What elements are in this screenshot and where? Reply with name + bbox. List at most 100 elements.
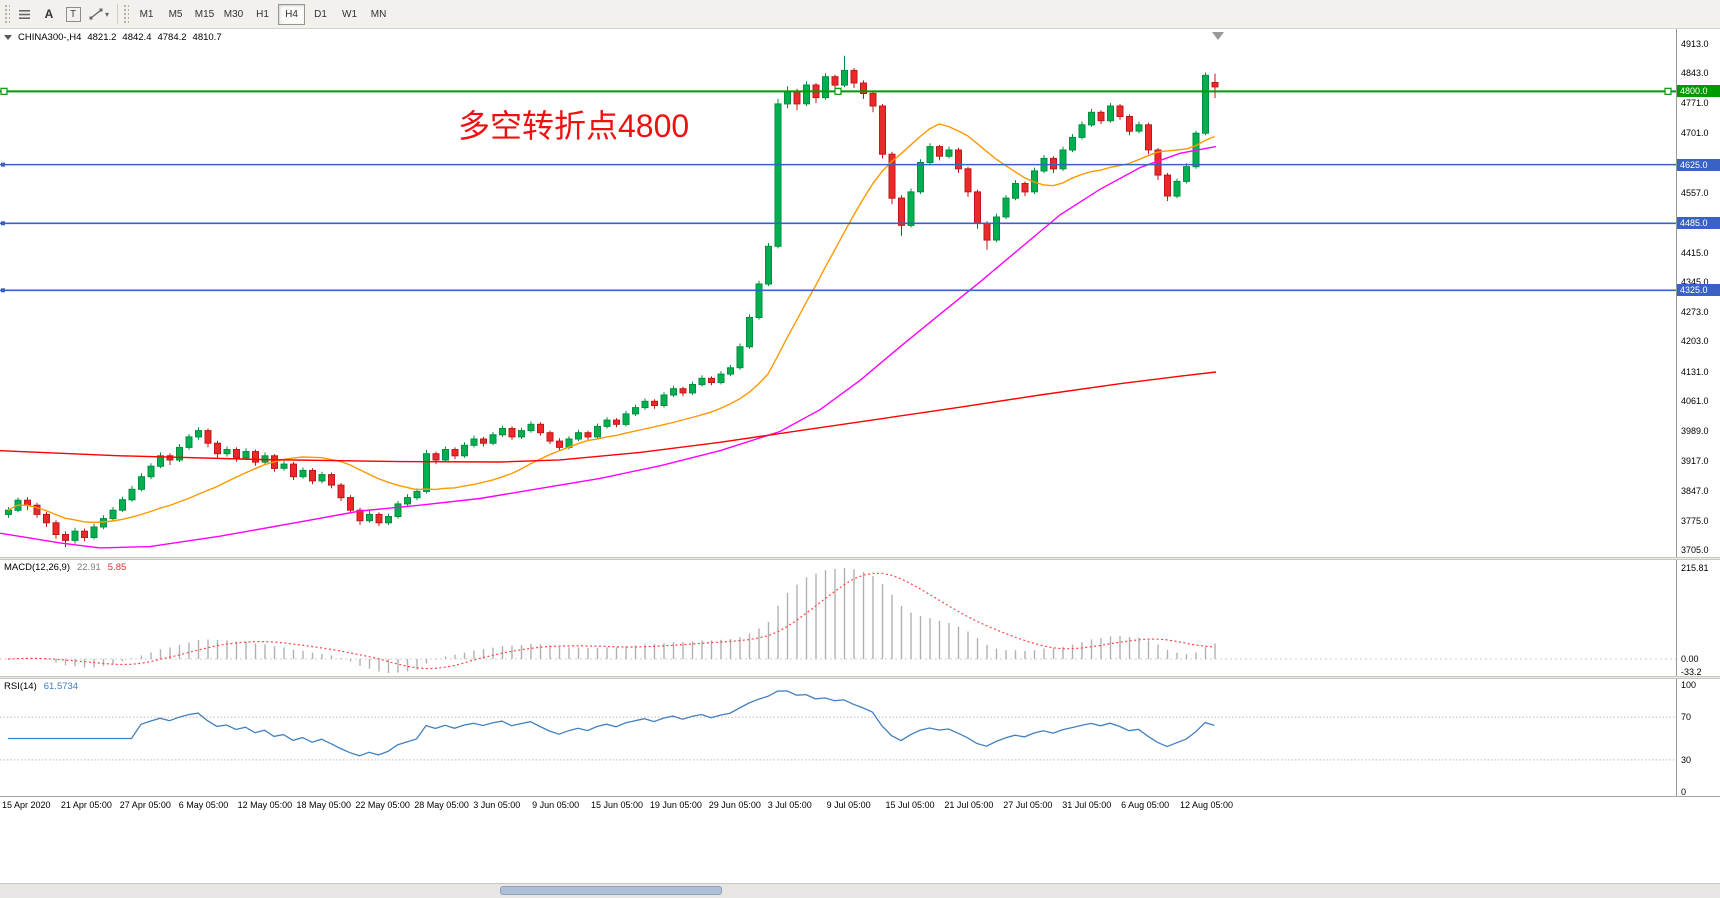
time-axis-label: 22 May 05:00 [355, 800, 410, 810]
price-tick-label: 3847.0 [1681, 485, 1709, 496]
toolbar-separator [117, 4, 119, 24]
macd-tick-label: 0.00 [1681, 654, 1699, 664]
time-axis-label: 6 May 05:00 [178, 800, 229, 810]
rsi-panel: RSI(14) 61.5734 100 70 30 0 [0, 679, 1720, 797]
time-axis-label: 9 Jun 05:00 [532, 800, 580, 810]
line-studies-button[interactable]: ▾ [85, 3, 113, 25]
scrollbar-thumb[interactable] [500, 886, 722, 895]
time-axis-label: 19 Jun 05:00 [649, 800, 702, 810]
toolbar-grip[interactable] [123, 4, 130, 24]
annotation-text[interactable]: 多空转折点4800 [458, 108, 689, 144]
time-axis-label: 31 Jul 05:00 [1062, 800, 1112, 810]
price-line-label: 4485.0 [1677, 217, 1720, 230]
time-axis[interactable]: 15 Apr 2020 21 Apr 05:00 27 Apr 05:00 6 May… [0, 797, 1720, 813]
line-studies-icon [89, 8, 103, 20]
ma-slow-ma [0, 371, 1217, 463]
rsi-tick-label: 100 [1681, 680, 1697, 690]
rsi-chart[interactable] [0, 679, 1676, 797]
macd-chart[interactable] [0, 560, 1676, 676]
label-tool-button[interactable]: T [61, 3, 85, 25]
timeframe-m15-button[interactable]: M15 [191, 4, 218, 25]
price-tick-label: 4913.0 [1681, 39, 1709, 49]
rsi-tick-label: 0 [1681, 787, 1687, 797]
time-axis-label: 28 May 05:00 [414, 800, 469, 810]
time-axis-label: 18 May 05:00 [296, 800, 352, 810]
time-axis-label: 6 Aug 05:00 [1121, 800, 1170, 810]
price-scale[interactable]: 4913.0 4843.0 4771.0 4701.0 4557.0 4415.0 4345… [1676, 29, 1720, 557]
chart-list-icon [18, 9, 30, 19]
price-tick-label: 4273.0 [1681, 307, 1709, 318]
price-tick-label: 4345.0 [1681, 276, 1709, 287]
price-line-label: 4325.0 [1677, 284, 1720, 297]
timeframe-m1-button[interactable]: M1 [133, 4, 160, 25]
timeframe-m30-button[interactable]: M30 [220, 4, 247, 25]
hline-handle[interactable] [1664, 87, 1672, 95]
time-axis-label: 29 Jun 05:00 [708, 800, 761, 810]
candlestick-chart[interactable]: 多空转折点4800 [0, 29, 1676, 557]
ma-mid-ma [0, 145, 1217, 549]
price-tick-label: 4843.0 [1681, 68, 1709, 79]
time-axis-label: 15 Apr 2020 [2, 800, 51, 810]
chevron-down-icon[interactable] [4, 35, 12, 40]
price-tick-label: 3989.0 [1681, 426, 1709, 437]
chart-canvas[interactable]: 多空转折点4800 CHINA300-,H4 4821.2 4842.4 478… [0, 29, 1676, 557]
chart-shift-marker-icon [1212, 32, 1224, 40]
open-value: 4821.2 [87, 32, 117, 43]
macd-scale[interactable]: 215.81 0.00 -33.2 [1676, 560, 1720, 677]
empty-area [0, 813, 1720, 883]
close-value: 4810.7 [192, 32, 222, 43]
timeframe-mn-button[interactable]: MN [365, 4, 392, 25]
timeframe-m5-button[interactable]: M5 [162, 4, 189, 25]
text-tool-button[interactable]: A [37, 3, 61, 25]
hline-anchor[interactable] [1, 288, 5, 293]
chart-header: CHINA300-,H4 4821.2 4842.4 4784.2 4810.7 [4, 32, 222, 43]
price-tick-label: 4415.0 [1681, 247, 1709, 258]
hline-handle[interactable] [834, 87, 842, 95]
rsi-scale[interactable]: 100 70 30 0 [1676, 679, 1720, 797]
time-axis-label: 3 Jun 05:00 [473, 800, 521, 810]
timeframe-w1-button[interactable]: W1 [336, 4, 363, 25]
macd-tick-label: 215.81 [1681, 563, 1709, 573]
time-axis-label: 3 Jul 05:00 [767, 800, 812, 810]
rsi-value: 61.5734 [43, 681, 79, 692]
price-tick-label: 4203.0 [1681, 336, 1709, 347]
hline-handle[interactable] [0, 87, 8, 95]
rsi-label: RSI(14) 61.5734 [4, 681, 78, 692]
macd-panel: MACD(12,26,9) 22.91 5.85 215.81 0.00 -33.2 [0, 560, 1720, 677]
timeframe-h4-button[interactable]: H4 [278, 3, 306, 25]
chart-list-button[interactable] [13, 3, 37, 25]
macd-main-value: 22.91 [77, 562, 101, 573]
macd-canvas[interactable]: MACD(12,26,9) 22.91 5.85 [0, 560, 1676, 676]
price-tick-label: 4557.0 [1681, 188, 1709, 199]
timeframe-h1-button[interactable]: H1 [249, 4, 276, 25]
price-tick-label: 4061.0 [1681, 395, 1709, 406]
toolbar: A T ▾ M1 M5 M15 M30 H1 H4 D1 W1 MN [0, 0, 1720, 29]
panel-splitter[interactable] [0, 557, 1720, 560]
macd-tick-label: -33.2 [1681, 667, 1702, 677]
macd-name: MACD(12,26,9) [4, 562, 70, 573]
timeframe-d1-button[interactable]: D1 [307, 4, 334, 25]
price-tick-label: 4701.0 [1681, 127, 1709, 138]
time-axis-label: 15 Jun 05:00 [591, 800, 644, 810]
macd-signal-value: 5.85 [107, 562, 127, 573]
price-line-label: 4625.0 [1677, 158, 1720, 171]
price-tick-label: 3775.0 [1681, 515, 1709, 526]
label-tool-icon: T [65, 6, 81, 22]
time-axis-label: 27 Jul 05:00 [1003, 800, 1053, 810]
rsi-name: RSI(14) [4, 681, 37, 692]
time-axis-label: 21 Apr 05:00 [60, 800, 112, 810]
hline-anchor[interactable] [1, 162, 5, 167]
bottom-scrollbar[interactable] [0, 883, 1720, 898]
time-axis-label: 12 Aug 05:00 [1180, 800, 1234, 810]
time-axis-label: 12 May 05:00 [237, 800, 293, 810]
macd-histogram [17, 568, 1216, 673]
price-tick-label: 4131.0 [1681, 366, 1709, 377]
price-line-label: 4800.0 [1677, 85, 1720, 98]
rsi-canvas[interactable]: RSI(14) 61.5734 [0, 679, 1676, 796]
hline-anchor[interactable] [1, 221, 5, 226]
toolbar-grip[interactable] [4, 4, 10, 24]
panel-splitter[interactable] [0, 676, 1720, 679]
ma-fast-line [7, 123, 1215, 524]
macd-label: MACD(12,26,9) 22.91 5.85 [4, 562, 126, 573]
symbol-timeframe-label: CHINA300-,H4 [18, 32, 82, 43]
